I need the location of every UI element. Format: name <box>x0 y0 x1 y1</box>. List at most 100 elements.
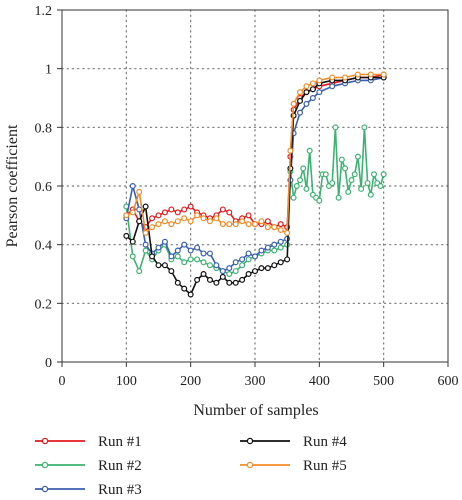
legend-marker <box>41 437 49 445</box>
data-point <box>245 256 252 263</box>
data-point <box>187 203 194 210</box>
series-5 <box>123 71 387 236</box>
data-point <box>329 74 336 81</box>
data-point <box>213 262 220 269</box>
data-point <box>149 253 156 260</box>
data-point <box>142 203 149 210</box>
data-point <box>200 215 207 222</box>
data-point <box>155 244 162 251</box>
y-tick-label: 0.2 <box>35 297 53 312</box>
data-point <box>277 259 284 266</box>
data-point <box>161 262 168 269</box>
data-point <box>329 83 336 90</box>
data-point <box>348 177 355 184</box>
data-point <box>168 206 175 213</box>
data-point <box>264 224 271 231</box>
data-point <box>316 197 323 204</box>
x-tick-label: 500 <box>373 374 394 389</box>
data-point <box>297 109 304 116</box>
data-point <box>271 241 278 248</box>
data-point <box>226 271 233 278</box>
y-tick-label: 0 <box>45 356 52 371</box>
data-point <box>187 247 194 254</box>
data-point <box>332 124 339 131</box>
data-point <box>297 177 304 184</box>
data-point <box>258 247 265 254</box>
data-point <box>351 171 358 178</box>
y-tick-label: 1 <box>45 63 52 78</box>
y-tick-label: 0.8 <box>35 121 53 136</box>
data-point <box>194 212 201 219</box>
series <box>123 71 387 298</box>
data-point <box>252 268 259 275</box>
data-point <box>284 229 291 236</box>
x-tick-label: 600 <box>438 374 459 389</box>
data-point <box>129 253 136 260</box>
data-point <box>361 124 368 131</box>
data-point <box>245 250 252 257</box>
x-axis-label: Number of samples <box>193 402 318 419</box>
data-point <box>306 147 313 154</box>
data-point <box>232 279 239 286</box>
data-point <box>245 271 252 278</box>
legend-item: Run #2 <box>35 458 142 474</box>
data-point <box>226 265 233 272</box>
data-point <box>342 74 349 81</box>
axes: 0 100 200 300 400 500 600 0 0.2 0.4 0.6 0.8 1 1.2 <box>35 4 459 389</box>
data-point <box>342 165 349 172</box>
data-point <box>239 256 246 263</box>
series-4 <box>123 74 387 298</box>
data-point <box>329 180 336 187</box>
data-point <box>316 89 323 96</box>
data-point <box>174 279 181 286</box>
data-point <box>142 247 149 254</box>
data-point <box>264 244 271 251</box>
data-point <box>206 218 213 225</box>
data-point <box>129 209 136 216</box>
x-tick-label: 400 <box>309 374 330 389</box>
data-point <box>239 218 246 225</box>
legend-label: Run #5 <box>303 458 347 474</box>
data-point <box>232 259 239 266</box>
legend-marker <box>41 485 49 493</box>
data-point <box>232 221 239 228</box>
data-point <box>174 253 181 260</box>
y-tick-label: 0.6 <box>35 180 53 195</box>
data-point <box>161 209 168 216</box>
data-point <box>149 224 156 231</box>
data-point <box>149 215 156 222</box>
data-point <box>377 183 384 190</box>
data-point <box>155 212 162 219</box>
data-point <box>168 268 175 275</box>
data-point <box>354 71 361 78</box>
data-point <box>293 183 300 190</box>
data-point <box>322 171 329 178</box>
data-point <box>277 238 284 245</box>
data-point <box>219 268 226 275</box>
data-point <box>297 97 304 104</box>
data-point <box>309 94 316 101</box>
data-point <box>232 268 239 275</box>
data-point <box>219 221 226 228</box>
legend-item: Run #3 <box>35 482 142 498</box>
x-tick-label: 200 <box>180 374 201 389</box>
data-point <box>142 241 149 248</box>
data-point <box>194 244 201 251</box>
data-point <box>271 247 278 254</box>
data-point <box>300 165 307 172</box>
data-point <box>181 206 188 213</box>
data-point <box>252 221 259 228</box>
data-point <box>371 171 378 178</box>
series-line <box>125 126 385 275</box>
data-point <box>277 221 284 228</box>
data-point <box>174 209 181 216</box>
data-point <box>367 71 374 78</box>
data-point <box>252 253 259 260</box>
data-point <box>123 212 130 219</box>
data-point <box>309 80 316 87</box>
data-point <box>136 218 143 225</box>
data-point <box>287 147 294 154</box>
data-point <box>174 247 181 254</box>
